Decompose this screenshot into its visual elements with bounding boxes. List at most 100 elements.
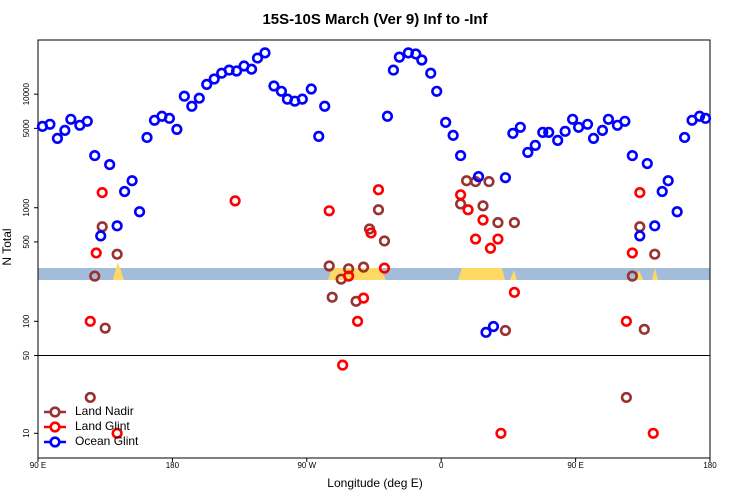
x-axis-label: Longitude (deg E): [327, 476, 422, 490]
data-point: [111, 427, 123, 439]
data-point: [507, 127, 519, 139]
data-point: [537, 126, 549, 138]
data-point: [84, 315, 96, 327]
data-point: [620, 315, 632, 327]
data-point: [208, 73, 220, 85]
chart-title: 15S-10S March (Ver 9) Inf to -Inf: [262, 11, 488, 28]
data-point: [378, 262, 391, 274]
data-point: [626, 247, 638, 259]
land-band: [113, 262, 124, 280]
data-point: [323, 260, 335, 272]
data-point: [111, 220, 123, 232]
x-tick-label: 90 E: [30, 461, 46, 470]
data-point: [596, 124, 609, 136]
data-point: [365, 227, 377, 239]
data-point: [499, 324, 512, 337]
data-point: [186, 100, 198, 112]
data-point: [95, 230, 107, 242]
data-point: [89, 270, 101, 282]
y-tick-label: 100: [22, 314, 31, 328]
land-band: [458, 268, 505, 280]
data-point: [231, 65, 243, 77]
data-point: [492, 233, 504, 245]
data-point: [447, 129, 459, 141]
data-point: [133, 206, 146, 218]
data-point: [84, 391, 96, 404]
data-point: [275, 85, 288, 97]
data-point: [671, 206, 683, 218]
land-band: [328, 268, 386, 280]
data-point: [559, 125, 571, 137]
data-point: [634, 221, 646, 233]
data-point: [462, 204, 474, 216]
legend-marker: [49, 436, 61, 448]
x-tick-label: 0: [439, 461, 444, 470]
data-point: [410, 48, 422, 60]
data-point: [245, 63, 258, 75]
data-point: [387, 64, 400, 76]
data-point: [319, 100, 331, 112]
data-point: [431, 85, 443, 97]
data-point: [296, 93, 308, 105]
legend-marker: [49, 406, 61, 418]
data-point: [393, 51, 405, 63]
data-point: [626, 270, 638, 282]
data-point: [193, 92, 205, 104]
data-point: [460, 175, 473, 187]
data-point: [51, 132, 64, 144]
data-point: [357, 292, 370, 304]
land-band: [510, 270, 517, 280]
data-point: [495, 427, 507, 439]
data-point: [477, 200, 489, 212]
y-tick-label: 50: [22, 351, 31, 360]
data-point: [662, 175, 674, 187]
data-point: [699, 112, 712, 124]
data-point: [44, 118, 56, 130]
data-point: [99, 322, 111, 334]
data-point: [620, 391, 632, 404]
data-point: [96, 186, 108, 199]
data-point: [259, 47, 271, 59]
data-point: [529, 139, 541, 152]
data-point: [483, 175, 495, 188]
data-point: [484, 242, 497, 254]
data-point: [477, 214, 489, 226]
data-point: [323, 205, 335, 217]
data-point: [357, 261, 370, 273]
data-point: [634, 230, 646, 242]
data-point: [416, 54, 428, 66]
data-point: [656, 185, 668, 198]
data-point: [229, 195, 241, 207]
data-point: [171, 123, 183, 135]
data-point: [514, 121, 526, 133]
data-point: [141, 131, 153, 144]
data-point: [81, 115, 93, 127]
data-point: [251, 52, 264, 64]
data-point: [492, 216, 504, 229]
y-tick-label: 1000: [22, 198, 31, 216]
data-point: [647, 427, 659, 439]
data-point: [508, 286, 520, 298]
legend-label: Ocean Glint: [75, 434, 139, 448]
data-point: [104, 158, 116, 171]
data-point: [337, 359, 349, 371]
data-point: [163, 112, 176, 124]
data-point: [602, 113, 615, 125]
data-point: [469, 233, 482, 245]
land-band: [652, 268, 658, 280]
data-point: [619, 115, 631, 127]
data-point: [313, 130, 325, 142]
data-point: [641, 157, 653, 170]
data-point: [178, 90, 190, 102]
y-axis-label: N Total: [0, 228, 14, 265]
data-point: [90, 247, 102, 259]
data-point: [326, 291, 338, 303]
data-point: [572, 121, 585, 133]
data-point: [543, 126, 555, 138]
x-tick-label: 90 W: [297, 461, 316, 470]
data-point: [480, 326, 492, 338]
data-point: [634, 186, 646, 199]
x-tick-label: 90 E: [567, 461, 583, 470]
data-point: [693, 110, 706, 122]
data-point: [649, 220, 661, 232]
